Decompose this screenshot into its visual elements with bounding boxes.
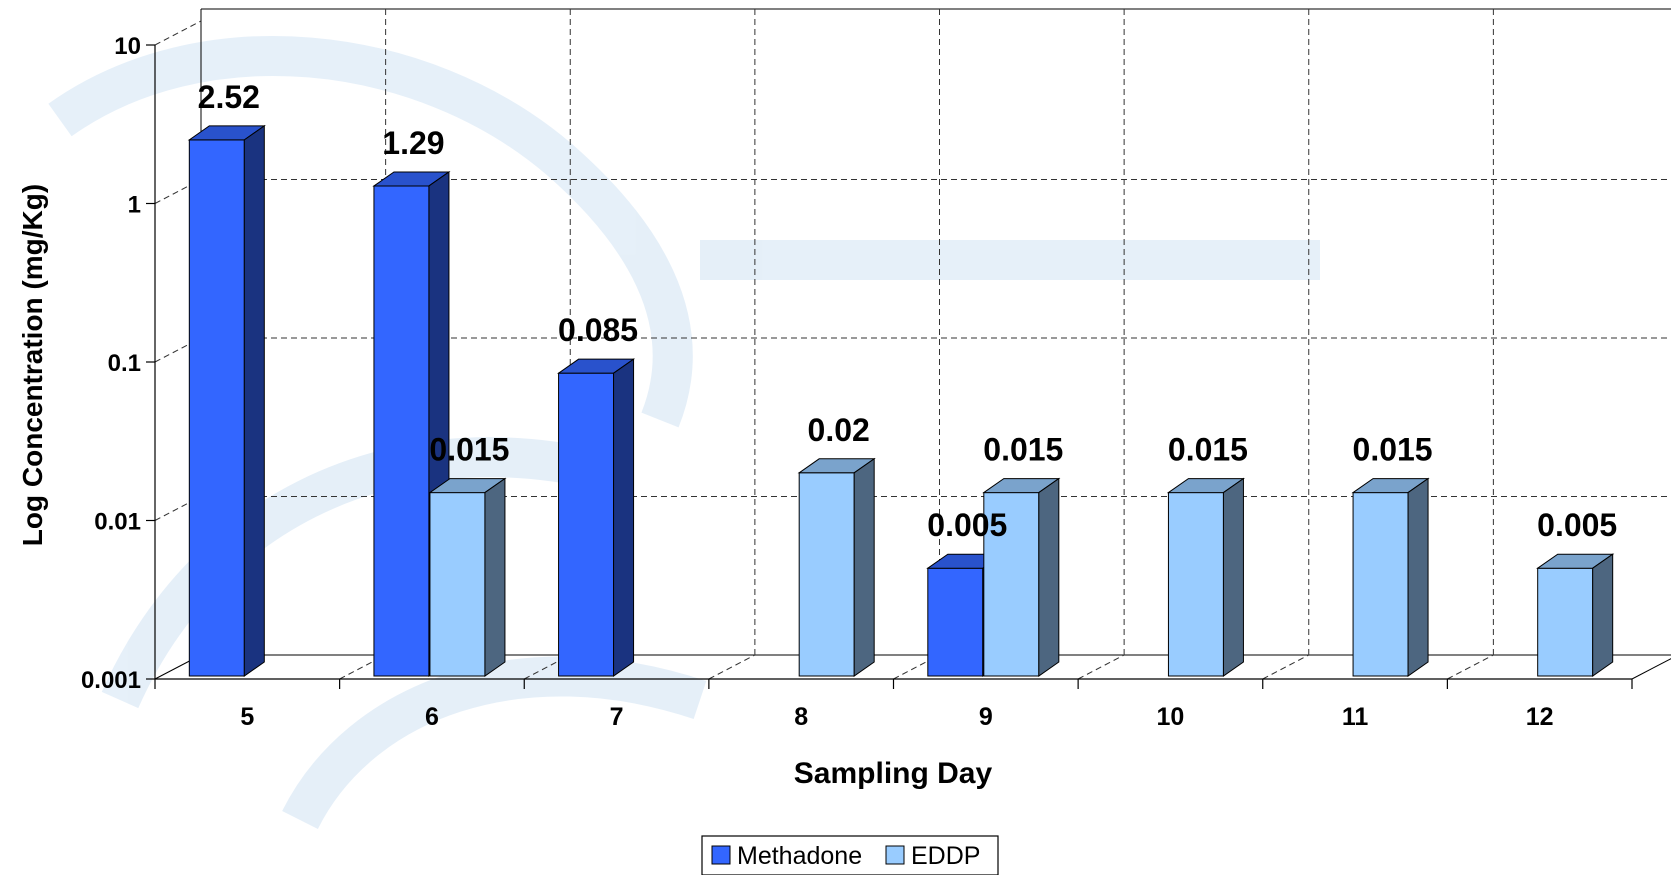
y-tick-label: 0.1	[108, 350, 141, 377]
data-label-eddp-day-9: 0.015	[983, 432, 1063, 468]
data-label-methadone-day-5: 2.52	[198, 79, 260, 115]
gridline-floor	[1262, 654, 1309, 680]
gridline-floor	[1077, 654, 1125, 680]
data-label-eddp-day-10: 0.015	[1168, 432, 1248, 468]
bar-eddp-day-10	[1166, 477, 1246, 677]
bar-side	[1222, 477, 1244, 677]
bar-methadone-day-5	[187, 124, 266, 677]
background-watermark	[48, 35, 1320, 830]
x-tick-label: 11	[1342, 703, 1369, 731]
y-axis-title: Log Concentration (mg/Kg)	[17, 184, 48, 546]
bar-eddp-day-8	[797, 457, 876, 677]
x-tick-label: 6	[425, 703, 439, 731]
data-label-methadone-day-9: 0.005	[927, 507, 1007, 543]
legend-swatch-eddp	[885, 845, 905, 865]
bar-front	[373, 185, 430, 677]
bar-front	[983, 492, 1040, 677]
x-tick-label: 10	[1157, 703, 1185, 731]
gridline-side	[154, 20, 202, 46]
bar-front	[1352, 492, 1409, 677]
data-label-methadone-day-7: 0.085	[558, 312, 638, 348]
data-label-eddp-day-6: 0.015	[429, 432, 509, 468]
data-label-eddp-day-11: 0.015	[1353, 432, 1433, 468]
gridline-floor	[708, 654, 756, 680]
x-tick-label: 12	[1526, 703, 1554, 731]
x-tick-label: 7	[610, 703, 624, 731]
bar-side	[613, 358, 635, 677]
bar-side	[1407, 477, 1429, 677]
legend-swatch-methadone	[711, 845, 731, 865]
bar-front	[1537, 567, 1594, 677]
data-label-eddp-day-12: 0.005	[1537, 507, 1617, 543]
bar-side	[484, 477, 506, 677]
bar-front	[558, 372, 615, 677]
bar-eddp-day-12	[1536, 553, 1615, 677]
x-tick-label: 5	[240, 703, 254, 731]
x-tick-label: 8	[794, 703, 808, 731]
x-axis-title: Sampling Day	[794, 757, 993, 790]
bar-eddp-day-11	[1351, 477, 1430, 677]
y-tick-label: 0.01	[94, 509, 141, 536]
bar-front	[927, 567, 984, 677]
bar-side	[243, 124, 265, 677]
y-tick-label: 1	[128, 192, 141, 219]
bar-front	[429, 492, 486, 677]
bar-eddp-day-9	[982, 477, 1061, 677]
bar-side	[1038, 477, 1060, 677]
y-tick-label: 0.001	[81, 667, 141, 694]
bar-side	[853, 457, 875, 677]
bar-methadone-day-7	[556, 358, 636, 677]
legend-label-methadone: Methadone	[737, 842, 862, 870]
bar-front	[798, 472, 855, 677]
data-label-eddp-day-8: 0.02	[808, 412, 870, 448]
floor-right-edge	[1631, 658, 1671, 680]
bar-side	[1592, 553, 1614, 677]
data-label-methadone-day-6: 1.29	[382, 125, 444, 161]
legend-label-eddp: EDDP	[911, 842, 980, 870]
y-tick-label: 10	[114, 33, 141, 60]
gridline-floor	[1447, 654, 1494, 680]
legend-frame	[701, 835, 999, 876]
x-tick-label: 9	[979, 703, 993, 731]
bar-eddp-day-6	[428, 477, 507, 677]
bar-front	[1167, 492, 1224, 677]
legend: Methadone EDDP	[701, 835, 999, 876]
bar-front	[188, 139, 245, 677]
